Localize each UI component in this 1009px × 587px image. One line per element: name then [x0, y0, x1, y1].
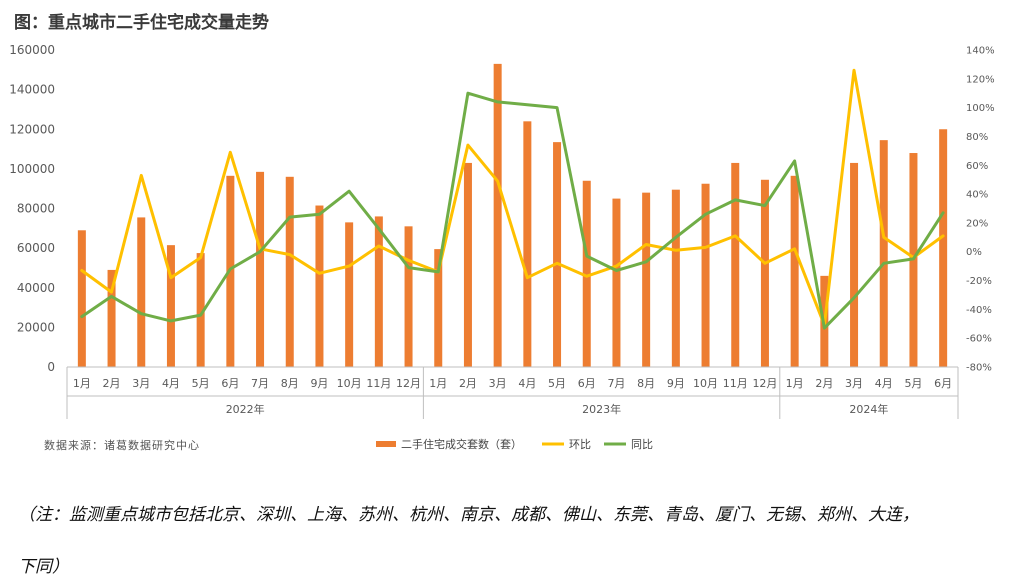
- left-axis-tick-label: 60000: [17, 241, 55, 255]
- month-label: 2月: [103, 377, 121, 390]
- bar: [760, 179, 769, 367]
- bar: [523, 121, 532, 367]
- bar: [701, 183, 710, 367]
- bar: [374, 216, 383, 367]
- month-label: 4月: [162, 377, 180, 390]
- month-label: 12月: [752, 377, 777, 390]
- tb-line: [80, 91, 945, 330]
- month-label: 6月: [221, 377, 239, 390]
- left-axis-tick-label: 40000: [17, 281, 55, 295]
- month-label: 1月: [429, 377, 447, 390]
- bar: [434, 249, 443, 367]
- bar: [879, 140, 888, 367]
- bar: [939, 129, 948, 367]
- data-source: 数据来源：诸葛数据研究中心: [44, 439, 200, 452]
- month-label: 9月: [667, 377, 685, 390]
- left-axis-tick-label: 140000: [9, 83, 55, 97]
- chart-title: 图：重点城市二手住宅成交量走势: [14, 13, 269, 33]
- bar: [731, 162, 740, 367]
- month-label: 11月: [723, 377, 748, 390]
- legend-label: 环比: [569, 438, 591, 451]
- right-axis-tick-label: -40%: [966, 305, 992, 316]
- right-axis-tick-label: -60%: [966, 334, 992, 345]
- legend: 二手住宅成交套数（套） 环比 同比: [376, 437, 653, 451]
- footnote-line-1: （注：监测重点城市包括北京、深圳、上海、苏州、杭州、南京、成都、佛山、东莞、青岛…: [18, 505, 919, 525]
- bar: [493, 63, 502, 368]
- legend-label: 同比: [631, 438, 653, 451]
- bar: [553, 142, 562, 367]
- month-label: 3月: [845, 377, 863, 390]
- month-label: 2月: [459, 377, 477, 390]
- right-axis-tick-label: -80%: [966, 363, 992, 374]
- month-label: 7月: [251, 377, 269, 390]
- legend-swatch-bar: [376, 441, 396, 447]
- right-axis-tick-label: 0%: [966, 247, 982, 258]
- bar: [285, 176, 294, 367]
- month-label: 5月: [904, 377, 922, 390]
- left-axis-tick-label: 160000: [9, 43, 55, 57]
- left-axis-tick-label: 0: [47, 360, 55, 374]
- bar: [790, 175, 799, 367]
- right-axis-tick-label: 20%: [966, 218, 988, 229]
- bar: [404, 226, 413, 367]
- month-label: 9月: [310, 377, 328, 390]
- month-label: 11月: [366, 377, 391, 390]
- year-label: 2023年: [582, 402, 621, 416]
- month-label: 6月: [934, 377, 952, 390]
- bar: [642, 192, 651, 367]
- bar: [671, 189, 680, 367]
- month-label: 1月: [786, 377, 804, 390]
- month-label: 12月: [396, 377, 421, 390]
- right-axis-tick-label: 140%: [966, 46, 995, 57]
- right-axis-tick-label: 40%: [966, 190, 988, 201]
- bar: [463, 162, 472, 367]
- footnote-line-2: 下同）: [18, 557, 69, 577]
- left-axis-tick-label: 20000: [17, 320, 55, 334]
- month-label: 5月: [192, 377, 210, 390]
- year-label: 2022年: [226, 402, 265, 416]
- bar: [582, 180, 591, 367]
- hb-line: [80, 68, 945, 327]
- month-label: 7月: [607, 377, 625, 390]
- month-label: 4月: [875, 377, 893, 390]
- right-axis-tick-label: 120%: [966, 74, 995, 85]
- left-axis-tick-label: 80000: [17, 202, 55, 216]
- bar: [612, 198, 621, 367]
- right-axis-tick-label: -20%: [966, 276, 992, 287]
- bar: [315, 205, 324, 367]
- left-axis-tick-label: 100000: [9, 162, 55, 176]
- right-axis-tick-label: 100%: [966, 103, 995, 114]
- bar: [166, 245, 175, 367]
- bar: [345, 222, 354, 367]
- right-axis-tick-label: 60%: [966, 161, 988, 172]
- bar: [850, 162, 859, 367]
- month-label: 8月: [281, 377, 299, 390]
- month-label: 5月: [548, 377, 566, 390]
- left-axis-tick-label: 120000: [9, 122, 55, 136]
- month-label: 6月: [578, 377, 596, 390]
- month-label: 4月: [518, 377, 536, 390]
- legend-label: 二手住宅成交套数（套）: [401, 437, 522, 451]
- month-label: 10月: [337, 377, 362, 390]
- month-label: 3月: [489, 377, 507, 390]
- month-label: 8月: [637, 377, 655, 390]
- bar: [77, 230, 86, 367]
- bar: [107, 269, 116, 367]
- year-label: 2024年: [849, 402, 888, 416]
- right-axis-tick-label: 80%: [966, 132, 988, 143]
- bar: [256, 171, 265, 367]
- bar: [196, 253, 205, 367]
- month-label: 1月: [73, 377, 91, 390]
- month-label: 10月: [693, 377, 718, 390]
- bar: [137, 217, 146, 367]
- month-label: 2月: [815, 377, 833, 390]
- month-label: 3月: [132, 377, 150, 390]
